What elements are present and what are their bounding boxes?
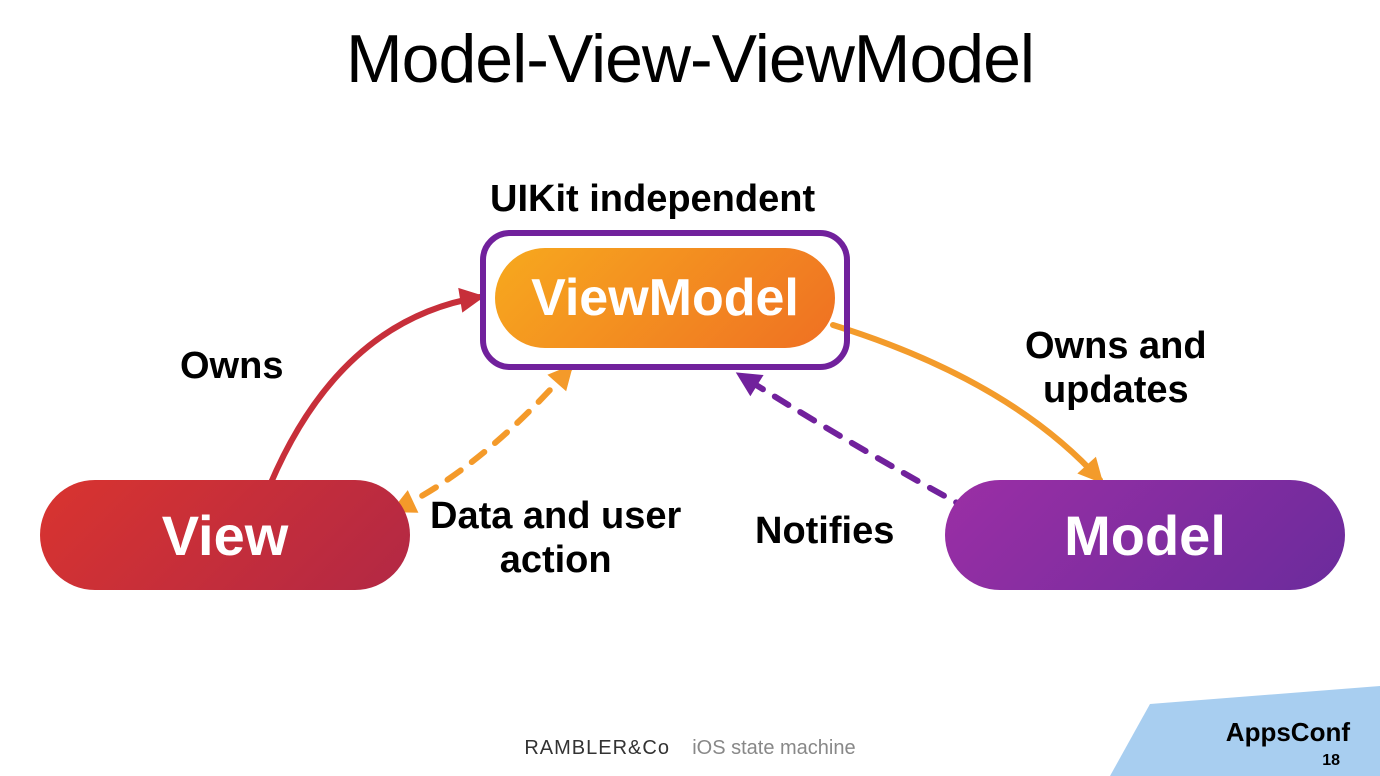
- edge-owns: [270, 297, 480, 485]
- edge-notifies: [740, 375, 970, 510]
- edge-label-owns_updates: Owns andupdates: [1025, 325, 1207, 412]
- node-viewmodel-label: ViewModel: [531, 268, 799, 328]
- node-view-label: View: [162, 503, 289, 568]
- edge-data_action: [395, 368, 570, 510]
- node-model: Model: [945, 480, 1345, 590]
- node-viewmodel: ViewModel: [495, 248, 835, 348]
- badge-label: AppsConf: [1226, 717, 1350, 748]
- badge-page: 18: [1322, 752, 1340, 770]
- mvvm-diagram: View ViewModel Model UIKit independent O…: [0, 0, 1380, 776]
- node-model-label: Model: [1064, 503, 1226, 568]
- edge-label-notifies: Notifies: [755, 510, 894, 554]
- subtitle-uikit: UIKit independent: [490, 178, 815, 222]
- footer-brand: RAMBLER&Co: [524, 737, 670, 759]
- node-view: View: [40, 480, 410, 590]
- conference-badge: AppsConf 18: [1110, 686, 1380, 776]
- edge-label-owns: Owns: [180, 345, 283, 389]
- edge-label-data_action: Data and useraction: [430, 495, 681, 582]
- footer-subtitle: iOS state machine: [692, 737, 855, 759]
